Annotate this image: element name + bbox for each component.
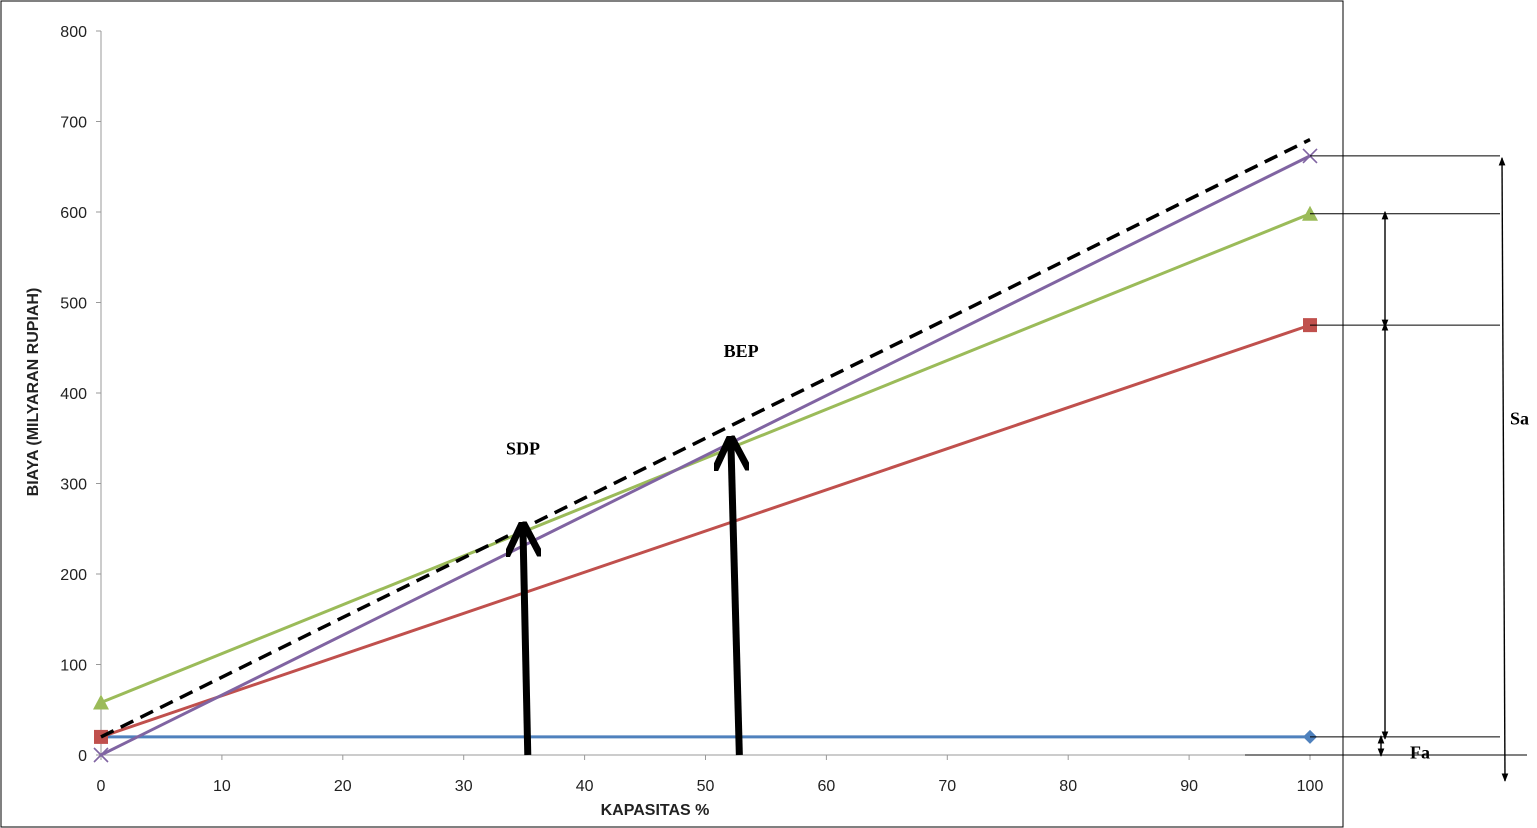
y-tick-label: 600 xyxy=(60,205,87,222)
annotation-arrow xyxy=(731,443,739,756)
y-tick-label: 500 xyxy=(60,296,87,313)
chart-frame xyxy=(0,0,1344,828)
series-line-4 xyxy=(100,154,1311,757)
x-tick-label: 100 xyxy=(1297,778,1324,795)
x-tick-label: 0 xyxy=(97,778,106,795)
axis-ticks: 0 10 20 30 40 50 60 70 80 90 100 0 100 200 300 400 500 60… xyxy=(60,24,1323,795)
y-axis-title: BIAYA (MILYARAN RUPIAH) xyxy=(25,288,42,497)
series-line-5 xyxy=(100,138,1311,739)
y-tick-label: 700 xyxy=(60,115,87,132)
x-tick-label: 90 xyxy=(1180,778,1198,795)
sa-dimension-arrow xyxy=(1498,157,1509,782)
annotations-group: SDP BEP Sa Fa xyxy=(506,155,1529,782)
x-tick-label: 70 xyxy=(938,778,956,795)
x-tick-label: 10 xyxy=(213,778,231,795)
x-tick-label: 60 xyxy=(818,778,836,795)
sa-label: Sa xyxy=(1510,409,1529,429)
series-line-2 xyxy=(100,323,1311,739)
annotation-arrow xyxy=(523,529,528,756)
x-tick-label: 50 xyxy=(697,778,715,795)
fa-label: Fa xyxy=(1410,743,1430,763)
y-tick-label: 100 xyxy=(60,658,87,675)
annotation-label: SDP xyxy=(506,439,540,459)
annotation-label: BEP xyxy=(724,341,759,361)
y-tick-label: 200 xyxy=(60,567,87,584)
x-tick-label: 80 xyxy=(1059,778,1077,795)
data-point xyxy=(93,747,109,763)
x-tick-label: 40 xyxy=(576,778,594,795)
x-tick-label: 20 xyxy=(334,778,352,795)
series-line-3 xyxy=(100,212,1311,704)
x-tick-label: 30 xyxy=(455,778,473,795)
y-tick-label: 800 xyxy=(60,24,87,41)
data-point xyxy=(93,694,109,710)
series-group xyxy=(93,138,1318,763)
y-tick-label: 300 xyxy=(60,477,87,494)
y-tick-label: 400 xyxy=(60,386,87,403)
y-tick-label: 0 xyxy=(78,748,87,765)
x-axis-title: KAPASITAS % xyxy=(601,802,710,819)
